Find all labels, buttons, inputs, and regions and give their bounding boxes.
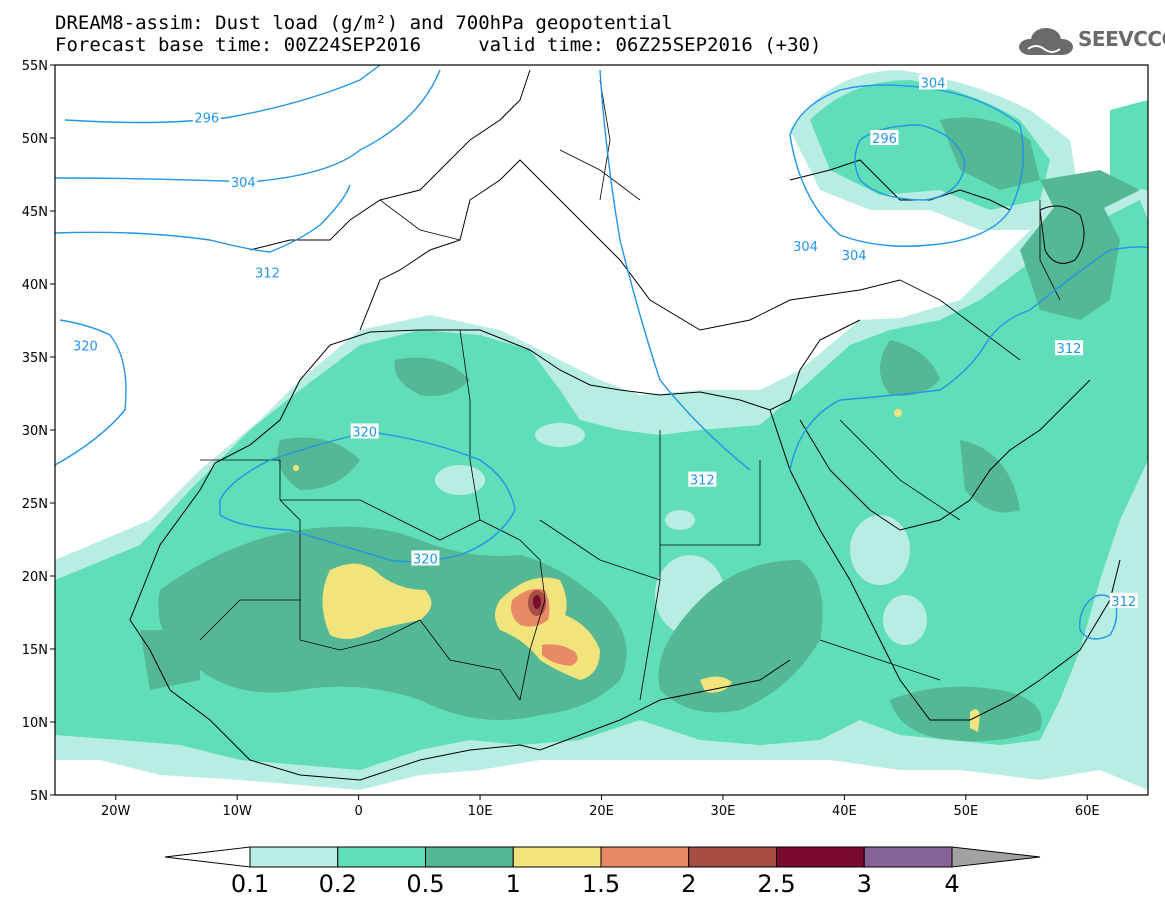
- contour-label: 312: [1111, 595, 1136, 610]
- contour-label-bg: [919, 74, 948, 90]
- colorbar-label: 2.5: [757, 870, 796, 898]
- lon-label: 20W: [101, 804, 131, 819]
- lat-label: 55N: [22, 59, 48, 74]
- lat-label: 10N: [22, 716, 48, 731]
- map-title: DREAM8-assim: Dust load (g/m²) and 700hP…: [55, 12, 673, 34]
- colorbar-segment: [249, 846, 339, 868]
- lon-label: 20E: [589, 804, 614, 819]
- contour-label-bg: [350, 423, 379, 439]
- lat-label: 50N: [22, 132, 48, 147]
- colorbar-label: 0.5: [406, 870, 445, 898]
- geopotential-contours: [55, 65, 1148, 640]
- cloud-logo-icon: [1019, 28, 1073, 55]
- contour-label: 312: [690, 474, 715, 489]
- contour-label-bg: [688, 471, 717, 487]
- lat-label: 40N: [22, 278, 48, 293]
- lat-label: 5N: [30, 789, 48, 804]
- lat-label: 30N: [22, 424, 48, 439]
- contour-label-bg: [192, 109, 221, 125]
- lon-label: 30E: [711, 804, 736, 819]
- contour-label-bg: [411, 550, 440, 566]
- colorbar-label: 1: [505, 870, 521, 898]
- latitude-axis: 55N 50N 45N 40N 35N 30N 25N 20N 15N 10N 5N: [22, 59, 55, 804]
- contour-label-bg: [1055, 340, 1084, 356]
- country-borders: [199, 79, 1061, 701]
- lon-label: 40E: [832, 804, 857, 819]
- longitude-axis: 20W 10W 0 10E 20E 30E 40E 50E 60E: [101, 795, 1100, 819]
- lon-label: 60E: [1075, 804, 1100, 819]
- forecast-time-subtitle: Forecast base time: 00Z24SEP2016 valid t…: [55, 34, 822, 56]
- contour-label: 296: [872, 132, 897, 147]
- colorbar-segment: [688, 846, 777, 868]
- colorbar-segment: [863, 846, 953, 868]
- colorbar-segment: [425, 846, 514, 868]
- coastlines: [129, 69, 1121, 781]
- contour-label: 304: [231, 176, 256, 191]
- contour-label: 320: [352, 425, 377, 440]
- dust-band-2.5: [533, 595, 541, 609]
- contour-label-bg: [870, 130, 899, 145]
- colorbar-label: 3: [856, 870, 872, 898]
- lon-label: 10W: [222, 804, 252, 819]
- geopotential-labels: 296 296 304 304 304 304 312 312 312 312 320 320 320: [71, 74, 1138, 610]
- colorbar-under-triangle: [164, 846, 251, 868]
- colorbar-label: 0.1: [230, 870, 270, 898]
- contour-label: 304: [842, 249, 867, 264]
- colorbar-label: 0.2: [318, 870, 357, 898]
- colorbar-over-triangle: [951, 846, 1041, 868]
- contour-label: 320: [413, 552, 438, 567]
- lat-label: 45N: [22, 205, 48, 220]
- lat-label: 35N: [22, 351, 48, 366]
- contour-label: 304: [793, 240, 818, 255]
- contour-label: 304: [921, 77, 946, 92]
- logo-text: SEEVCCC: [1078, 27, 1165, 51]
- lat-label: 25N: [22, 497, 48, 512]
- contour-label-bg: [253, 264, 282, 280]
- colorbar-label: 2: [681, 870, 697, 898]
- colorbar-segment: [512, 846, 602, 868]
- colorbar-segment: [337, 846, 426, 868]
- contour-label: 320: [73, 339, 98, 354]
- colorbar-segment: [600, 846, 690, 868]
- colorbar-segment: [776, 846, 865, 868]
- contour-label: 312: [255, 266, 280, 281]
- lon-label: 0: [354, 804, 362, 819]
- contour-label-bg: [229, 173, 258, 189]
- colorbar-label: 4: [944, 870, 960, 898]
- contour-label-bg: [840, 246, 869, 262]
- contour-label: 312: [1057, 342, 1082, 357]
- colorbar-label: 1.5: [581, 870, 621, 898]
- lat-label: 15N: [22, 643, 48, 658]
- contour-label-bg: [791, 238, 820, 254]
- lon-label: 50E: [953, 804, 978, 819]
- contour-label-bg: [71, 337, 100, 353]
- lon-label: 10E: [468, 804, 493, 819]
- lat-label: 20N: [22, 570, 48, 585]
- contour-label: 296: [194, 112, 219, 127]
- colorbar: [164, 846, 1041, 868]
- contour-label-bg: [1109, 592, 1138, 608]
